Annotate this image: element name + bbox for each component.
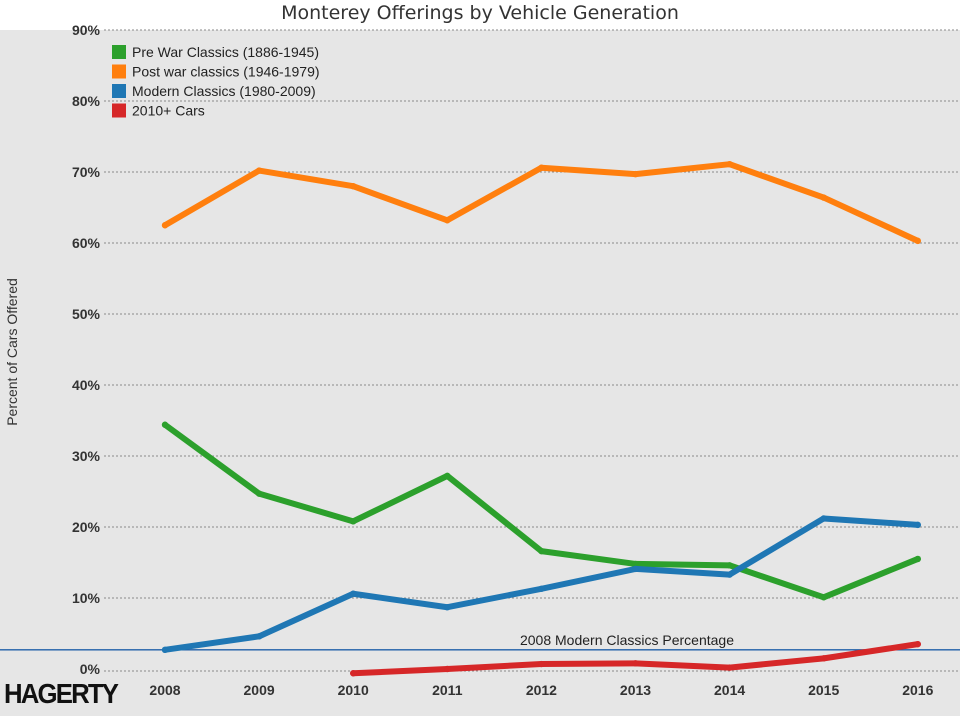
legend-label: Pre War Classics (1886-1945) bbox=[132, 44, 319, 60]
data-point bbox=[726, 160, 733, 168]
data-point bbox=[350, 670, 357, 677]
data-point bbox=[914, 555, 921, 563]
data-point bbox=[538, 547, 545, 555]
legend-label: 2010+ Cars bbox=[132, 103, 205, 119]
data-point bbox=[538, 585, 545, 592]
series-line-modern-classics-1980-2009 bbox=[162, 515, 921, 653]
series-line-pre-war-classics-1886-1945 bbox=[162, 421, 921, 601]
data-point bbox=[255, 633, 263, 640]
data-point bbox=[255, 490, 263, 497]
y-tick-label: 50% bbox=[72, 306, 101, 322]
y-tick-label: 70% bbox=[72, 164, 101, 180]
legend-swatch bbox=[112, 84, 126, 98]
y-tick-label: 30% bbox=[72, 448, 101, 464]
y-tick-label: 90% bbox=[72, 22, 101, 38]
gridlines bbox=[104, 29, 958, 672]
x-tick-label: 2010 bbox=[338, 682, 369, 698]
data-point bbox=[632, 565, 639, 573]
data-point bbox=[914, 640, 921, 648]
data-point bbox=[726, 571, 733, 578]
data-point bbox=[632, 170, 639, 178]
data-point bbox=[350, 183, 357, 190]
x-tick-label: 2014 bbox=[714, 682, 745, 698]
legend: Pre War Classics (1886-1945) Post war cla… bbox=[112, 44, 320, 119]
legend-label: Modern Classics (1980-2009) bbox=[132, 83, 316, 99]
data-point bbox=[726, 664, 733, 671]
x-tick-label: 2011 bbox=[432, 682, 463, 698]
legend-label: Post war classics (1946-1979) bbox=[132, 64, 320, 80]
reference-line-group: 2008 Modern Classics Percentage bbox=[0, 632, 960, 651]
data-point bbox=[161, 646, 169, 654]
data-point bbox=[914, 237, 921, 245]
series-lines bbox=[161, 160, 921, 677]
y-tick-label: 10% bbox=[72, 590, 101, 606]
data-point bbox=[350, 518, 357, 525]
data-point bbox=[161, 222, 169, 229]
legend-swatch bbox=[112, 64, 126, 79]
x-tick-label: 2013 bbox=[620, 682, 651, 698]
data-point bbox=[820, 515, 827, 522]
data-point bbox=[632, 660, 639, 667]
x-tick-label: 2008 bbox=[149, 682, 180, 698]
legend-swatch bbox=[112, 45, 126, 59]
hagerty-logo: HAGERTY bbox=[4, 678, 119, 709]
axes: 0% 10% 20% 30% 40% 50% 60% 70% 80% 90% 2008 2009 201… bbox=[72, 22, 934, 698]
legend-swatch bbox=[112, 103, 126, 118]
x-tick-label: 2009 bbox=[244, 682, 275, 698]
y-tick-label: 80% bbox=[72, 93, 101, 109]
data-point bbox=[820, 655, 827, 662]
y-tick-label: 0% bbox=[80, 661, 101, 677]
data-point bbox=[726, 562, 733, 569]
y-tick-label: 40% bbox=[72, 377, 101, 393]
data-point bbox=[350, 590, 357, 597]
data-point bbox=[538, 660, 545, 668]
data-point bbox=[444, 604, 451, 611]
y-tick-label: 20% bbox=[72, 519, 101, 535]
data-point bbox=[914, 521, 921, 529]
data-point bbox=[632, 560, 639, 568]
data-point bbox=[444, 665, 451, 673]
data-point bbox=[444, 472, 451, 480]
x-tick-label: 2012 bbox=[526, 682, 557, 698]
x-tick-label: 2015 bbox=[808, 682, 839, 698]
y-tick-label: 60% bbox=[72, 235, 101, 251]
data-point bbox=[820, 194, 827, 201]
data-point bbox=[255, 167, 263, 174]
data-point bbox=[444, 217, 451, 224]
x-tick-label: 2016 bbox=[902, 682, 933, 698]
data-point bbox=[538, 164, 545, 171]
reference-line-label: 2008 Modern Classics Percentage bbox=[520, 632, 734, 648]
data-point bbox=[161, 421, 169, 428]
series-line-2010-cars bbox=[350, 641, 921, 677]
chart-title: Monterey Offerings by Vehicle Generation bbox=[281, 2, 679, 24]
y-axis-label: Percent of Cars Offered bbox=[4, 278, 20, 426]
series-line-post-war-classics-1946-1979 bbox=[162, 161, 921, 244]
data-point bbox=[820, 594, 827, 601]
